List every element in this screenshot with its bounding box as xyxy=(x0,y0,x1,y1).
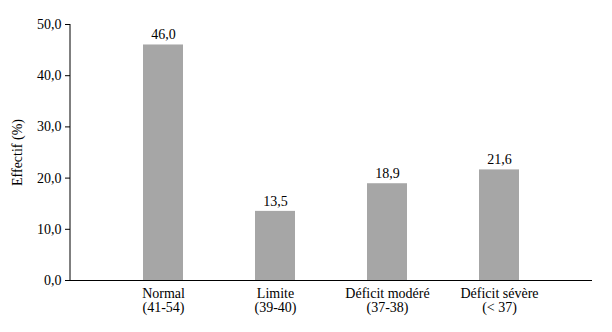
svg-text:10,0: 10,0 xyxy=(37,222,62,237)
svg-text:Limite(39-40): Limite(39-40) xyxy=(255,286,297,316)
svg-text:13,5: 13,5 xyxy=(263,194,288,209)
svg-text:Déficit sévère(< 37): Déficit sévère(< 37) xyxy=(460,286,538,316)
svg-text:40,0: 40,0 xyxy=(37,68,62,83)
svg-text:50,0: 50,0 xyxy=(37,17,62,32)
svg-text:20,0: 20,0 xyxy=(37,171,62,186)
svg-text:Normal(41-54): Normal(41-54) xyxy=(142,286,185,316)
svg-text:18,9: 18,9 xyxy=(375,166,400,181)
svg-text:21,6: 21,6 xyxy=(487,152,512,167)
svg-text:Effectif (%): Effectif (%) xyxy=(10,119,26,186)
svg-text:30,0: 30,0 xyxy=(37,119,62,134)
svg-text:46,0: 46,0 xyxy=(151,27,176,42)
svg-text:Déficit modéré(37-38): Déficit modéré(37-38) xyxy=(345,286,429,316)
svg-text:0,0: 0,0 xyxy=(44,273,62,288)
